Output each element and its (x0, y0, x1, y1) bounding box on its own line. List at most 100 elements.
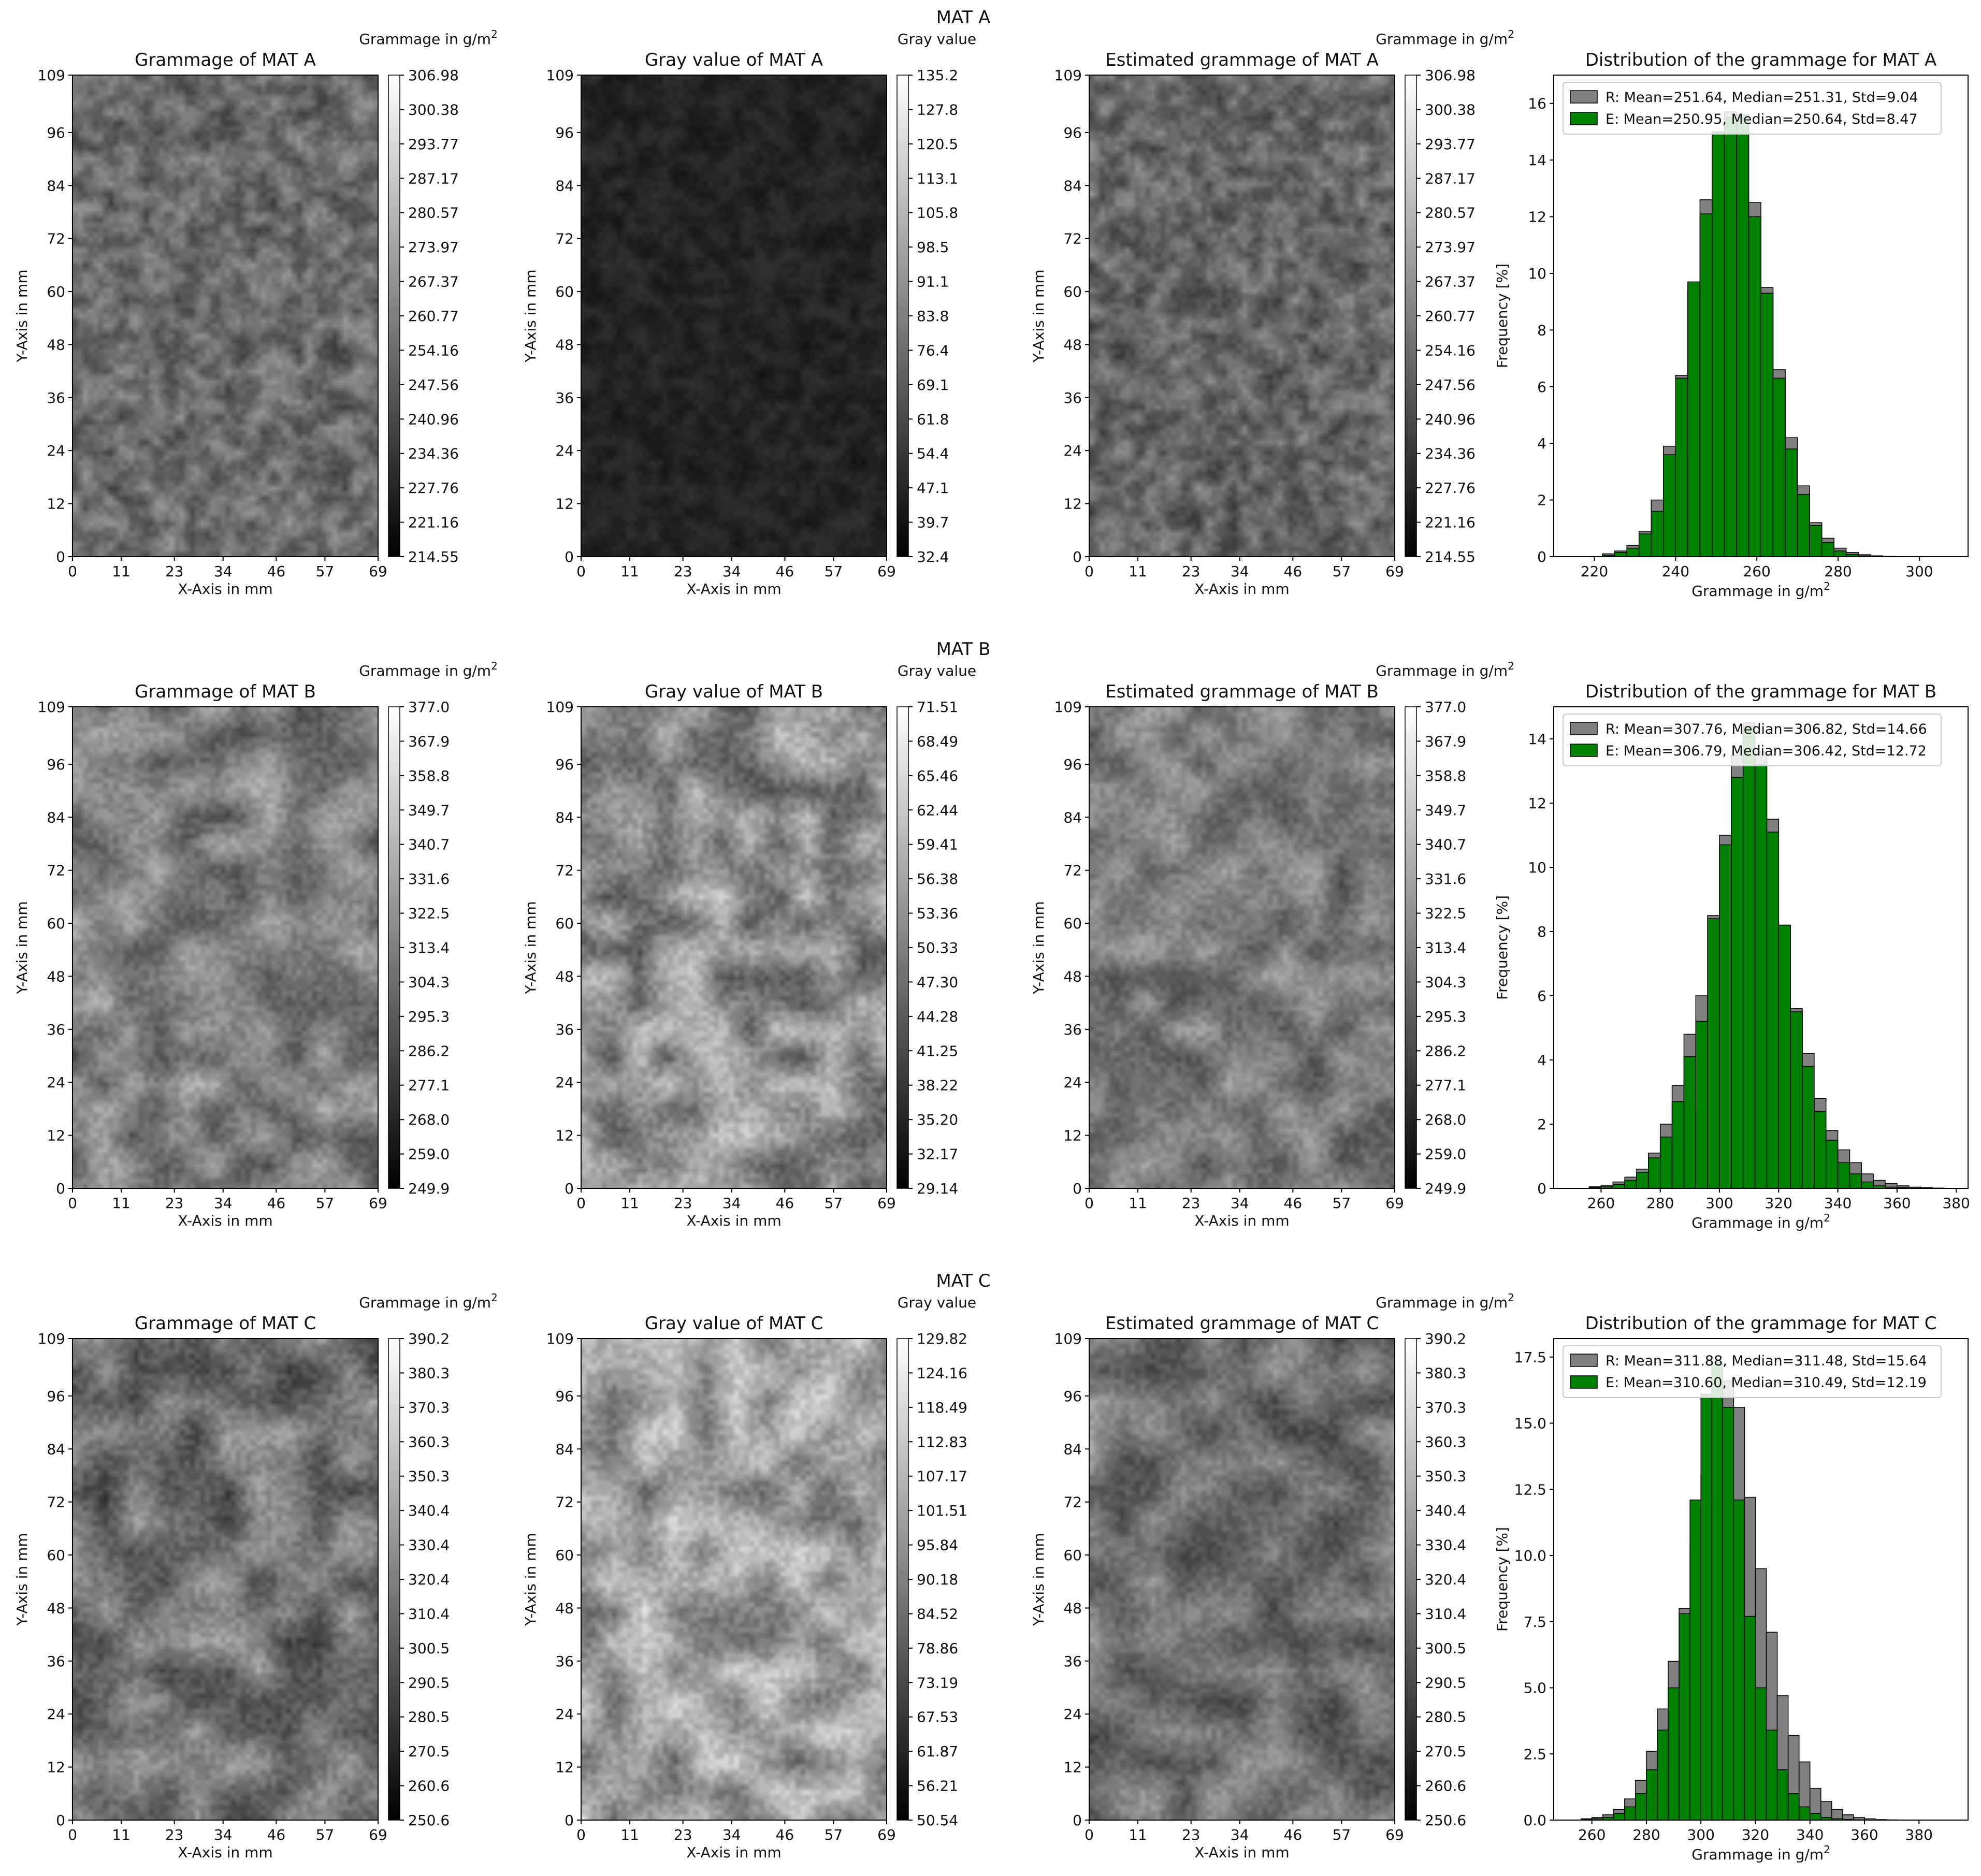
hist-bar-estimated (1766, 1729, 1778, 1821)
hist-x-axis-label: Grammage in g/m2 (1691, 1843, 1830, 1863)
x-tick-label: 69 (877, 1826, 896, 1843)
colorbar-tick-label: 61.8 (917, 411, 949, 428)
y-axis-label: Y-Axis in mm (522, 269, 539, 362)
y-tick-label: 0 (1073, 1812, 1082, 1829)
colorbar-tick-label: 29.14 (917, 1180, 958, 1197)
hist-x-tick-label: 360 (1883, 1195, 1911, 1212)
y-tick-label: 84 (1063, 1441, 1082, 1458)
y-tick-label: 36 (555, 389, 574, 406)
y-tick-label: 72 (555, 230, 574, 248)
hist-bar-estimated (1687, 281, 1701, 557)
y-tick-label: 109 (1054, 67, 1082, 84)
x-tick-label: 69 (1385, 563, 1404, 580)
hist-y-tick-label: 10 (1528, 265, 1546, 282)
colorbar-tick-label: 260.6 (1425, 1778, 1466, 1795)
y-axis-label: Y-Axis in mm (13, 269, 31, 362)
colorbar-tick-label: 350.3 (408, 1468, 450, 1485)
x-tick-label: 0 (576, 1826, 586, 1843)
hist-y-tick-label: 16 (1528, 95, 1546, 112)
colorbar-tick-label: 370.3 (408, 1399, 450, 1416)
colorbar-tick-label: 360.3 (408, 1433, 450, 1450)
colorbar-tick-label: 56.38 (917, 870, 958, 888)
x-tick-label: 34 (1231, 1195, 1249, 1212)
y-tick-label: 12 (47, 1759, 65, 1776)
x-tick-label: 23 (1182, 1195, 1201, 1212)
hist-bar-estimated (1689, 1499, 1701, 1821)
hist-bar-estimated (1614, 552, 1627, 557)
y-tick-label: 12 (47, 496, 65, 513)
y-tick-label: 96 (1063, 1388, 1082, 1405)
x-tick-label: 69 (369, 563, 387, 580)
hist-x-tick-label: 380 (1942, 1195, 1970, 1212)
hist-x-tick-label: 340 (1796, 1826, 1824, 1843)
x-tick-label: 23 (165, 563, 184, 580)
y-tick-label: 36 (47, 1021, 65, 1038)
map-title: Grammage of MAT B (135, 681, 316, 702)
colorbar-tick-label: 65.46 (917, 767, 958, 784)
map-title: Estimated grammage of MAT C (1105, 1313, 1379, 1334)
x-tick-label: 34 (1231, 1826, 1249, 1843)
x-axis-label: X-Axis in mm (178, 1844, 272, 1861)
hist-bar-estimated (1731, 777, 1744, 1189)
colorbar-tick-label: 340.7 (1425, 836, 1466, 853)
hist-bar-estimated (1663, 454, 1676, 557)
hist-y-tick-label: 6 (1537, 987, 1546, 1005)
colorbar-tick-label: 67.53 (917, 1709, 958, 1726)
hist-bar-estimated (1700, 1393, 1713, 1821)
x-tick-label: 11 (112, 1826, 131, 1843)
x-tick-label: 11 (1129, 1826, 1147, 1843)
colorbar-tick-label: 367.9 (1425, 733, 1466, 750)
map-title: Gray value of MAT B (645, 681, 823, 702)
hist-bar-estimated (1760, 293, 1774, 557)
colorbar-tick-label: 50.33 (917, 939, 958, 956)
x-axis-label: X-Axis in mm (178, 1212, 272, 1229)
colorbar-tick-label: 135.2 (917, 67, 958, 84)
colorbar-tick-label: 227.76 (1425, 479, 1476, 497)
y-tick-label: 0 (565, 1812, 574, 1829)
hist-y-tick-label: 4 (1537, 435, 1546, 452)
hist-bar-estimated (1787, 1793, 1800, 1821)
row-suptitle: MAT A (936, 7, 991, 28)
x-tick-label: 23 (674, 1826, 692, 1843)
colorbar-tick-label: 310.4 (1425, 1605, 1466, 1622)
heatmap-image (73, 707, 378, 1188)
y-tick-label: 96 (555, 756, 574, 773)
colorbar-tick-label: 300.38 (1425, 101, 1476, 118)
map-frame (581, 1338, 887, 1821)
hist-y-tick-label: 10 (1528, 859, 1546, 876)
colorbar-tick-label: 227.76 (408, 479, 459, 497)
y-tick-label: 96 (1063, 124, 1082, 141)
colorbar-label: Grammage in g/m2 (1376, 28, 1514, 48)
hist-y-tick-label: 2.5 (1523, 1746, 1546, 1763)
x-axis-label: X-Axis in mm (686, 580, 781, 598)
map-frame (581, 706, 887, 1189)
hist-y-tick-label: 6 (1537, 379, 1546, 396)
legend-box (1563, 82, 1942, 135)
x-tick-label: 46 (267, 1826, 286, 1843)
colorbar-tick-label: 290.5 (408, 1674, 450, 1691)
y-tick-label: 84 (555, 177, 574, 194)
hist-bar-estimated (1797, 493, 1810, 557)
map-frame (72, 75, 379, 557)
y-tick-label: 96 (1063, 756, 1082, 773)
hist-bar-estimated (1648, 1157, 1661, 1189)
hist-y-tick-label: 8 (1537, 923, 1546, 940)
hist-bar-estimated (1754, 764, 1768, 1189)
colorbar (1405, 706, 1417, 1189)
x-axis-label: X-Axis in mm (1194, 580, 1289, 598)
hist-bar-estimated (1785, 448, 1798, 557)
x-tick-label: 57 (825, 1195, 843, 1212)
colorbar-tick-label: 32.17 (917, 1146, 958, 1163)
y-tick-label: 24 (555, 442, 574, 459)
row-suptitle: MAT B (936, 639, 991, 660)
hist-y-tick-label: 5.0 (1523, 1680, 1546, 1697)
x-tick-label: 0 (68, 1195, 77, 1212)
y-tick-label: 84 (1063, 809, 1082, 826)
heatmap-image (581, 1339, 887, 1820)
x-tick-label: 34 (1231, 563, 1249, 580)
colorbar-tick-label: 370.3 (1425, 1399, 1466, 1416)
x-tick-label: 34 (722, 563, 741, 580)
colorbar (1405, 75, 1417, 557)
hist-y-axis-label: Frequency [%] (1494, 895, 1511, 1000)
colorbar-tick-label: 267.37 (408, 273, 459, 290)
